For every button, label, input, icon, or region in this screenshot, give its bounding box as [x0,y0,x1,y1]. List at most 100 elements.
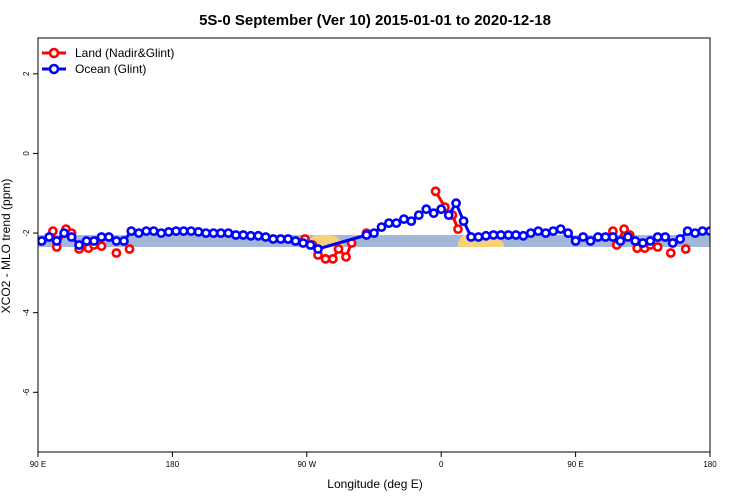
ocean-series-point-78 [660,232,671,242]
ocean-series-point-2 [51,236,62,246]
ocean-series-point-82 [690,228,700,238]
y-tick-label-4: -6 [22,388,31,396]
ocean-series-point-48 [436,204,447,215]
land-series-seg4-point-6 [341,251,351,262]
ocean-series-point-50 [451,198,461,209]
legend: Land (Nadir&Glint) Ocean (Glint) [42,46,174,76]
land-series-seg6-point-3 [453,224,463,234]
ocean-series-point-30 [260,232,271,242]
ocean-series-point-0 [38,236,47,246]
ocean-series-point-83 [697,226,708,236]
x-tick-label-5: 180 [703,460,717,469]
y-tick-label-0: 2 [22,71,31,76]
ocean-series-point-19 [178,226,189,236]
ocean-series-point-73 [623,232,633,242]
ocean-series-point-38 [361,230,372,240]
plot-inner [38,186,728,264]
ocean-series-point-16 [156,228,167,238]
ocean-series-point-22 [201,228,211,238]
x-tick-label-2: 90 W [297,460,316,469]
ocean-series-point-65 [563,228,573,238]
x-axis-title: Longitude (deg E) [327,477,422,491]
ocean-series-point-20 [186,226,196,236]
legend-label-0: Land (Nadir&Glint) [75,46,174,60]
ocean-series-point-60 [525,228,536,238]
x-tick-label-0: 90 E [30,460,46,469]
ocean-series-point-85 [714,230,721,237]
ocean-series-point-80 [675,234,685,244]
ocean-series-point-74 [630,236,641,246]
legend-label-1: Ocean (Glint) [75,62,146,76]
ocean-series-point-10 [111,236,122,246]
ocean-series-point-17 [163,226,174,237]
plot-area: 90 E 180 90 W 0 90 E 180 2 0 -2 -4 -6 [22,37,728,469]
ocean-series-point-40 [376,222,387,232]
ocean-series-point-59 [518,230,529,241]
ocean-series-point-33 [283,234,293,244]
ocean-series-point-24 [215,228,226,238]
ocean-series-point-27 [238,230,249,240]
y-tick-label-3: -4 [22,309,31,317]
ocean-series-point-47 [428,208,439,219]
ocean-series-point-61 [533,226,544,236]
ocean-series-point-9 [104,232,114,242]
land-series-seg8-point-3 [652,242,663,252]
reference-band [38,235,710,247]
ocean-series-point-51 [458,216,469,226]
ocean-series-point-49 [443,210,454,220]
ocean-series-point-31 [268,234,279,244]
ocean-series-point-43 [398,214,409,224]
ocean-series-point-34 [290,236,301,246]
ocean-series-point-5 [74,240,84,250]
x-tick-label-1: 180 [166,460,180,469]
ocean-series-point-68 [585,236,596,246]
land-series-seg1-point-3 [96,241,107,252]
ocean-series-point-71 [608,232,618,242]
land-series-seg4-point-5 [333,244,344,254]
land-series-seg7-point-2 [619,224,629,234]
ocean-series-point-21 [193,226,204,237]
land-series-seg10-point-0 [680,244,691,254]
land-series-seg2-point-0 [111,248,122,258]
ocean-series-point-86 [721,228,728,235]
ocean-series-point-41 [383,218,394,228]
land-series-seg4-point-4 [327,253,338,264]
ocean-series-point-54 [481,230,491,241]
ocean-series-point-44 [406,216,417,226]
ocean-series-point-42 [391,218,402,228]
ocean-series-point-11 [119,236,129,246]
ocean-series-point-7 [89,236,99,246]
ocean-series-point-18 [171,226,181,236]
land-series-seg3-point-0 [124,244,135,254]
ocean-series-point-67 [578,232,588,242]
ocean-series-point-6 [81,236,92,246]
ocean-series-point-46 [421,204,432,215]
y-tick-label-1: 0 [22,151,31,156]
y-axis-title: XCO2 - MLO trend (ppm) [0,179,13,314]
ocean-series-point-35 [298,238,308,248]
ocean-series-point-75 [637,238,648,248]
ocean-series-point-72 [615,236,626,246]
ocean-series-point-66 [570,236,581,246]
ocean-series-point-28 [245,230,256,241]
ocean-series-point-25 [223,228,234,238]
ocean-series-point-29 [253,230,264,241]
ocean-series-point-58 [511,230,521,240]
land-series-seg6-point-0 [430,186,441,197]
chart-title: 5S-0 September (Ver 10) 2015-01-01 to 20… [199,12,551,29]
ocean-series-point-15 [148,226,159,236]
plot-frame [37,37,711,453]
ocean-series-point-3 [59,228,69,238]
ocean-series-point-1 [44,232,55,242]
ocean-series-point-64 [555,224,566,234]
x-tick-label-3: 0 [439,460,444,469]
legend-marker-1 [48,63,60,75]
ocean-series-point-4 [66,232,77,242]
ocean-series-point-84 [705,226,710,236]
y-tick-label-2: -2 [22,229,31,237]
ocean-series-point-57 [503,230,514,240]
ocean-series-point-63 [548,226,559,236]
legend-marker-0 [48,47,60,59]
ocean-series-point-53 [473,232,484,242]
